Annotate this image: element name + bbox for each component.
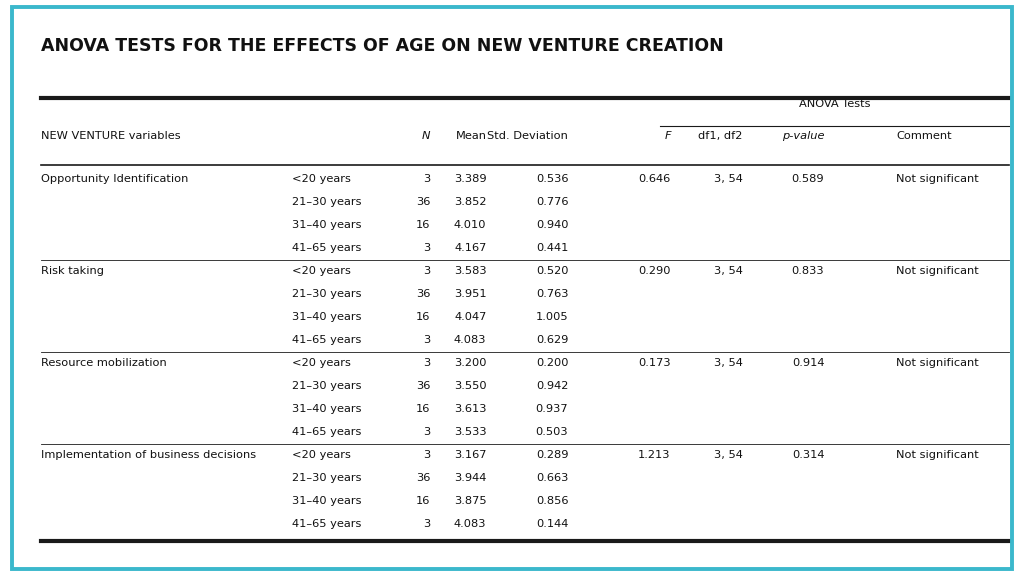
Text: 3: 3 xyxy=(423,243,430,253)
Text: Opportunity Identification: Opportunity Identification xyxy=(41,174,188,184)
Text: p-value: p-value xyxy=(781,131,824,141)
Text: 31–40 years: 31–40 years xyxy=(292,312,361,322)
Text: 3.583: 3.583 xyxy=(454,266,486,276)
Text: <20 years: <20 years xyxy=(292,266,350,276)
Text: 3.167: 3.167 xyxy=(454,450,486,460)
Text: 0.763: 0.763 xyxy=(536,289,568,299)
Text: 0.940: 0.940 xyxy=(536,220,568,230)
Text: 3.550: 3.550 xyxy=(454,381,486,391)
Text: <20 years: <20 years xyxy=(292,450,350,460)
Text: 0.144: 0.144 xyxy=(536,519,568,529)
Text: 1.005: 1.005 xyxy=(536,312,568,322)
Text: 0.776: 0.776 xyxy=(536,197,568,207)
Text: 3: 3 xyxy=(423,174,430,184)
Text: Mean: Mean xyxy=(456,131,486,141)
Text: 4.047: 4.047 xyxy=(454,312,486,322)
Text: 3, 54: 3, 54 xyxy=(714,174,742,184)
Text: 3.852: 3.852 xyxy=(454,197,486,207)
Text: 3: 3 xyxy=(423,335,430,345)
Text: 0.629: 0.629 xyxy=(536,335,568,345)
Text: 3.533: 3.533 xyxy=(454,427,486,437)
Text: 41–65 years: 41–65 years xyxy=(292,427,361,437)
Text: ANOVA TESTS FOR THE EFFECTS OF AGE ON NEW VENTURE CREATION: ANOVA TESTS FOR THE EFFECTS OF AGE ON NE… xyxy=(41,37,724,55)
Text: 0.833: 0.833 xyxy=(792,266,824,276)
Text: 21–30 years: 21–30 years xyxy=(292,473,361,483)
Text: 0.937: 0.937 xyxy=(536,404,568,414)
Text: Not significant: Not significant xyxy=(896,266,979,276)
Text: Risk taking: Risk taking xyxy=(41,266,104,276)
Text: 0.914: 0.914 xyxy=(792,358,824,368)
Text: 3, 54: 3, 54 xyxy=(714,450,742,460)
Text: 16: 16 xyxy=(416,220,430,230)
Text: 0.314: 0.314 xyxy=(792,450,824,460)
Text: N: N xyxy=(422,131,430,141)
Text: 3: 3 xyxy=(423,266,430,276)
Text: 1.213: 1.213 xyxy=(638,450,671,460)
Text: 3: 3 xyxy=(423,450,430,460)
Text: 0.520: 0.520 xyxy=(536,266,568,276)
Text: 0.289: 0.289 xyxy=(536,450,568,460)
Text: 31–40 years: 31–40 years xyxy=(292,220,361,230)
Text: 0.589: 0.589 xyxy=(792,174,824,184)
Text: 4.167: 4.167 xyxy=(454,243,486,253)
Text: 0.200: 0.200 xyxy=(536,358,568,368)
Text: 4.083: 4.083 xyxy=(454,335,486,345)
Text: 3: 3 xyxy=(423,358,430,368)
Text: 0.290: 0.290 xyxy=(638,266,671,276)
Text: 4.083: 4.083 xyxy=(454,519,486,529)
Text: Not significant: Not significant xyxy=(896,450,979,460)
Text: 0.646: 0.646 xyxy=(639,174,671,184)
Text: 0.663: 0.663 xyxy=(536,473,568,483)
Text: 0.441: 0.441 xyxy=(536,243,568,253)
Text: 21–30 years: 21–30 years xyxy=(292,197,361,207)
Text: 0.942: 0.942 xyxy=(536,381,568,391)
Text: 36: 36 xyxy=(416,473,430,483)
Text: Implementation of business decisions: Implementation of business decisions xyxy=(41,450,256,460)
Text: 31–40 years: 31–40 years xyxy=(292,496,361,506)
Text: 3.944: 3.944 xyxy=(454,473,486,483)
Text: ANOVA Tests: ANOVA Tests xyxy=(799,100,870,109)
Text: 3: 3 xyxy=(423,427,430,437)
Text: 3.613: 3.613 xyxy=(454,404,486,414)
Text: 41–65 years: 41–65 years xyxy=(292,243,361,253)
Text: 31–40 years: 31–40 years xyxy=(292,404,361,414)
Text: 4.010: 4.010 xyxy=(454,220,486,230)
Text: 3: 3 xyxy=(423,519,430,529)
Text: 0.536: 0.536 xyxy=(536,174,568,184)
Text: Std. Deviation: Std. Deviation xyxy=(487,131,568,141)
Text: <20 years: <20 years xyxy=(292,358,350,368)
Text: 36: 36 xyxy=(416,381,430,391)
Text: 16: 16 xyxy=(416,404,430,414)
Text: 3.875: 3.875 xyxy=(454,496,486,506)
Text: 3.389: 3.389 xyxy=(454,174,486,184)
Text: Not significant: Not significant xyxy=(896,358,979,368)
Text: F: F xyxy=(665,131,671,141)
Text: 3, 54: 3, 54 xyxy=(714,358,742,368)
Text: <20 years: <20 years xyxy=(292,174,350,184)
Text: 3.200: 3.200 xyxy=(454,358,486,368)
Text: Comment: Comment xyxy=(896,131,951,141)
Text: 41–65 years: 41–65 years xyxy=(292,519,361,529)
Text: 0.503: 0.503 xyxy=(536,427,568,437)
Text: Resource mobilization: Resource mobilization xyxy=(41,358,167,368)
Text: 36: 36 xyxy=(416,289,430,299)
Text: 0.173: 0.173 xyxy=(638,358,671,368)
Text: 3.951: 3.951 xyxy=(454,289,486,299)
Text: 16: 16 xyxy=(416,496,430,506)
Text: 41–65 years: 41–65 years xyxy=(292,335,361,345)
Text: 36: 36 xyxy=(416,197,430,207)
Text: NEW VENTURE variables: NEW VENTURE variables xyxy=(41,131,180,141)
Text: 16: 16 xyxy=(416,312,430,322)
Text: 3, 54: 3, 54 xyxy=(714,266,742,276)
Text: 21–30 years: 21–30 years xyxy=(292,381,361,391)
Text: 21–30 years: 21–30 years xyxy=(292,289,361,299)
Text: 0.856: 0.856 xyxy=(536,496,568,506)
Text: Not significant: Not significant xyxy=(896,174,979,184)
Text: df1, df2: df1, df2 xyxy=(698,131,742,141)
